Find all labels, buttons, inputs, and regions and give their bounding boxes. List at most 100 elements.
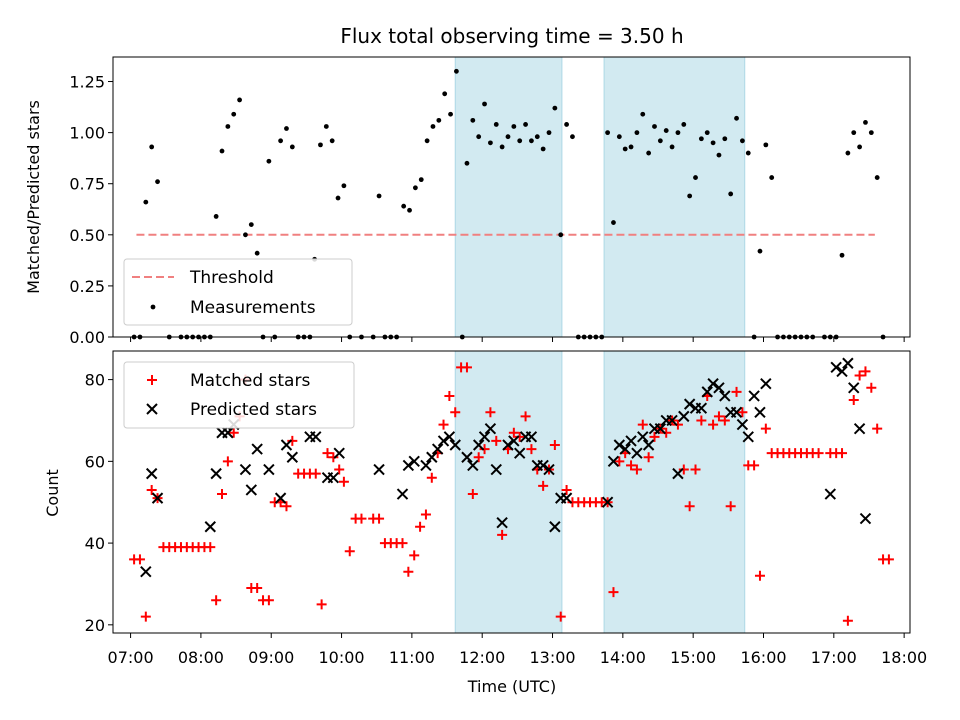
matched-star-point [678, 464, 689, 475]
measurement-point [646, 150, 652, 156]
measurement-point [476, 134, 482, 140]
matched-star-point [713, 411, 724, 422]
predicted-star-point [263, 463, 275, 476]
matched-star-point [690, 464, 701, 475]
matched-star-point [608, 587, 619, 598]
matched-star-point [526, 444, 537, 455]
matched-star-point [473, 452, 484, 463]
measurement-point [329, 138, 335, 144]
predicted-star-point [836, 365, 848, 378]
matched-star-point [749, 460, 760, 471]
legend-matched-swatch [147, 375, 157, 385]
matched-star-point [860, 366, 871, 377]
x-axis-label: Time (UTC) [467, 677, 556, 696]
measurement-point [734, 115, 739, 121]
matched-star-point [813, 448, 824, 459]
measurement-point [681, 122, 687, 127]
measurement-point [687, 193, 693, 199]
measurement-point [511, 124, 517, 129]
measurement-point [663, 128, 669, 133]
predicted-star-point [730, 406, 743, 419]
chart-title: Flux total observing time = 3.50 h [340, 24, 683, 48]
measurement-point [237, 97, 242, 103]
matched-star-point [211, 595, 222, 606]
measurement-point [704, 130, 710, 136]
legend-matched-label: Matched stars [190, 371, 310, 391]
matched-star-point [485, 407, 496, 418]
matched-star-point [637, 419, 648, 430]
predicted-star-point [239, 463, 252, 476]
measurement-point [143, 199, 149, 205]
measurement-point [376, 193, 382, 199]
legend-box [123, 361, 355, 429]
predicted-star-point [145, 467, 158, 480]
measurement-point [558, 232, 564, 238]
predicted-star-point [695, 402, 708, 414]
predicted-star-point [251, 443, 263, 455]
matched-star-point [415, 521, 426, 532]
matched-star-point [508, 427, 519, 438]
predicted-star-point [678, 410, 690, 423]
matched-star-point [316, 599, 327, 610]
x-tick-label: 18:00 [881, 648, 927, 667]
measurement-point [564, 122, 569, 127]
matched-star-point [344, 546, 355, 557]
predicted-star-point [683, 398, 696, 410]
measurement-point [454, 68, 459, 74]
matched-star-point [842, 615, 853, 626]
bottom-legend: Matched stars Predicted stars [123, 361, 355, 429]
matched-star-point [491, 435, 502, 446]
matched-star-point [310, 468, 321, 479]
matched-star-point [409, 550, 420, 561]
x-tick-label: 10:00 [318, 648, 364, 667]
measurement-point [851, 130, 857, 136]
y-tick-label: 20 [85, 616, 105, 635]
predicted-star-point [245, 484, 258, 496]
predicted-star-point [654, 422, 667, 435]
measurement-point [266, 158, 272, 164]
measurement-point [149, 144, 155, 150]
predicted-star-point [613, 439, 626, 451]
predicted-star-point [490, 463, 502, 476]
x-tick-label: 09:00 [248, 648, 294, 667]
matched-star-point [222, 456, 233, 467]
measurement-point [616, 134, 622, 140]
matched-star-point [438, 419, 449, 430]
shaded-interval-2 [603, 350, 746, 634]
matched-star-point [328, 452, 339, 463]
predicted-star-point [496, 516, 508, 529]
predicted-star-point [537, 459, 549, 472]
measurement-point [710, 140, 716, 146]
predicted-star-point [402, 459, 415, 472]
measurement-point [436, 117, 442, 123]
matched-star-point [479, 444, 490, 455]
measurement-point [675, 130, 681, 136]
y-tick-label: 0.75 [69, 175, 105, 194]
matched-star-point [725, 501, 736, 512]
predicted-star-point [461, 451, 473, 463]
matched-star-point [854, 370, 865, 381]
measurement-point [874, 175, 880, 180]
measurement-point [546, 130, 552, 136]
predicted-star-point [449, 439, 461, 451]
predicted-star-point [713, 382, 725, 394]
matched-star-point [760, 423, 771, 434]
measurement-point [219, 148, 225, 154]
matched-star-point [450, 407, 461, 418]
measurement-point [757, 248, 763, 254]
y-tick-label: 40 [85, 534, 105, 553]
predicted-star-point [472, 439, 485, 451]
legend-threshold-label: Threshold [189, 268, 274, 288]
x-tick-label: 16:00 [740, 648, 786, 667]
predicted-star-point [286, 451, 299, 463]
matched-star-point [252, 583, 263, 594]
measurement-point [470, 117, 476, 123]
measurement-point [716, 152, 722, 158]
matched-star-point [263, 595, 274, 606]
measurement-point [341, 183, 347, 189]
measurement-point [769, 175, 775, 180]
matched-star-point [228, 427, 239, 438]
predicted-star-point [824, 488, 837, 500]
matched-star-point [426, 472, 437, 483]
measurement-point [412, 185, 418, 191]
